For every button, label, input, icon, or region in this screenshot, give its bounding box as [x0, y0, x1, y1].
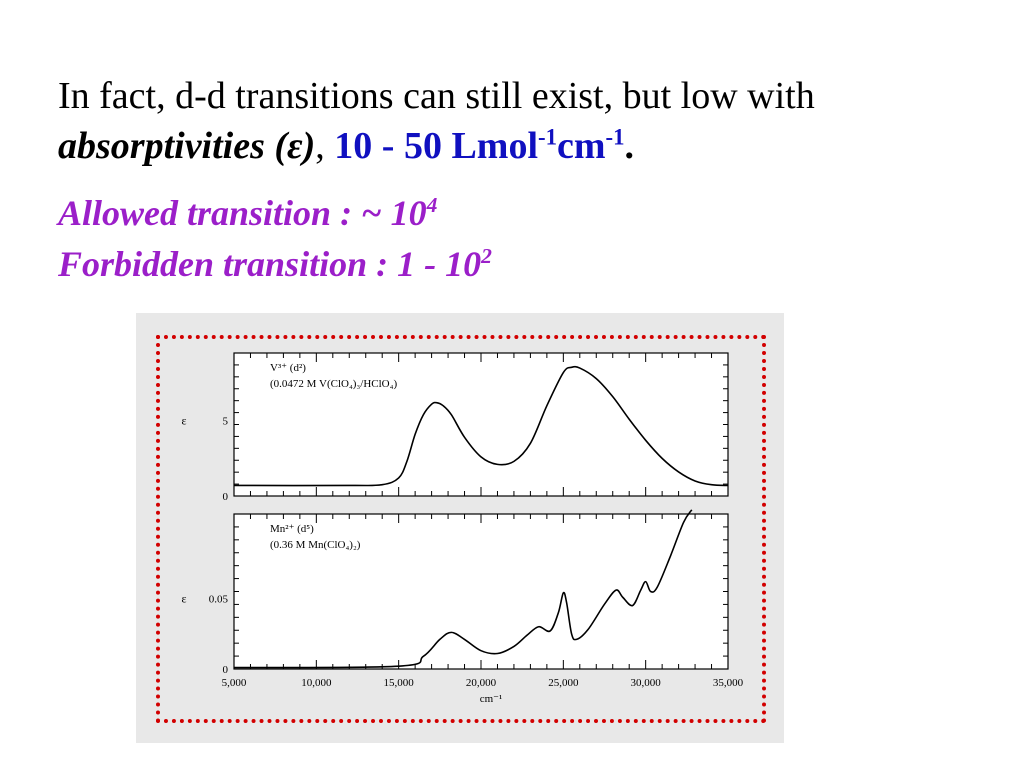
spectra-chart: 0 5 ε V³⁺ (d²) (0.0472 M V(ClO₄)₃/HClO₄) 0 0.…	[181, 352, 744, 705]
bottom-y-tick-label: 0	[223, 664, 229, 676]
unit-exponent-1: -1	[538, 124, 558, 150]
top-ion-label: V³⁺ (d²)	[270, 362, 306, 374]
top-spectrum-line	[233, 365, 729, 487]
intro-text: In fact, d-d transitions can still exist…	[58, 75, 815, 117]
bottom-solution-label: (0.36 M Mn(ClO₄)₂)	[270, 539, 361, 551]
top-solution-label: (0.0472 M V(ClO₄)₃/HClO₄)	[270, 378, 397, 390]
absorptivity-range: 10 - 50 Lmol	[334, 125, 539, 167]
absorptivity-period: .	[624, 125, 635, 167]
x-tick-label: 10,000	[301, 677, 332, 689]
unit-cm: cm	[557, 125, 606, 167]
forbidden-exponent: 2	[481, 244, 492, 268]
allowed-exponent: 4	[426, 193, 438, 217]
top-panel: 0 5 ε V³⁺ (d²) (0.0472 M V(ClO₄)₃/HClO₄)	[181, 352, 729, 503]
x-axis-label: cm⁻¹	[480, 693, 503, 705]
top-plot-frame	[233, 352, 729, 497]
top-y-tick-label: 5	[223, 416, 229, 428]
absorptivity-term: absorptivities (	[58, 125, 288, 167]
bottom-y-axis-label: ε	[181, 592, 186, 606]
bottom-ion-label: Mn²⁺ (d⁵)	[270, 523, 314, 535]
absorptivity-close: )	[302, 125, 316, 167]
bottom-y-tick-label: 0.05	[209, 594, 229, 606]
x-tick-label: 15,000	[384, 677, 415, 689]
x-tick-label: 5,000	[222, 677, 247, 689]
top-y-axis-label: ε	[181, 414, 186, 428]
x-tick-label: 20,000	[466, 677, 497, 689]
allowed-label: Allowed transition : ~ 10	[58, 193, 427, 233]
x-tick-label: 35,000	[713, 677, 744, 689]
absorptivity-line: absorptivities (ε), 10 - 50 Lmol-1cm-1.	[58, 124, 634, 168]
absorptivity-value: 10 - 50 Lmol-1cm-1	[334, 125, 624, 167]
epsilon-symbol: ε	[287, 125, 303, 167]
intro-line: In fact, d-d transitions can still exist…	[58, 74, 815, 118]
spectra-figure: 0 5 ε V³⁺ (d²) (0.0472 M V(ClO₄)₃/HClO₄) 0 0.…	[136, 313, 784, 743]
x-tick-label: 30,000	[631, 677, 662, 689]
unit-exponent-2: -1	[605, 124, 625, 150]
x-tick-label: 25,000	[548, 677, 579, 689]
bottom-plot-frame	[233, 513, 729, 670]
top-y-tick-label: 0	[223, 491, 229, 503]
bottom-panel: 0 0.05 ε Mn²⁺ (d⁵) (0.36 M Mn(ClO₄)₂) 5,000 10…	[181, 509, 744, 705]
bottom-spectrum-line	[233, 509, 693, 669]
forbidden-line: Forbidden transition : 1 - 102	[58, 243, 492, 285]
highlight-frame	[156, 335, 766, 723]
absorptivity-comma: ,	[315, 125, 325, 167]
allowed-line: Allowed transition : ~ 104	[58, 192, 437, 234]
forbidden-label: Forbidden transition : 1 - 10	[58, 244, 482, 284]
